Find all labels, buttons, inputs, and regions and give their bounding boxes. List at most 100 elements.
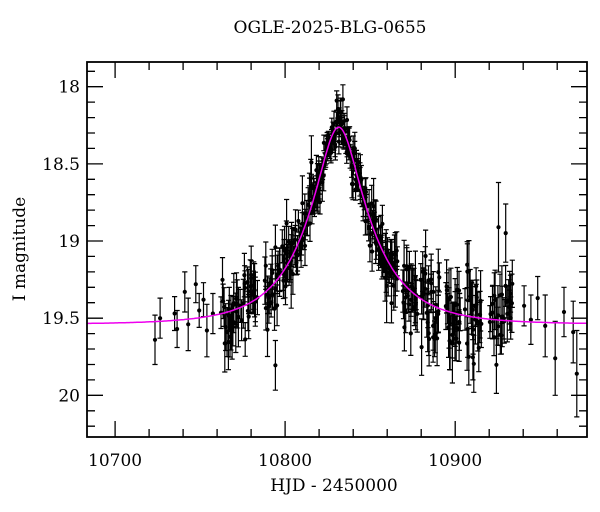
plot-frame	[86, 61, 588, 438]
chart-title: OGLE-2025-BLG-0655	[234, 18, 427, 38]
data-point	[220, 277, 225, 282]
frame-rect	[86, 61, 588, 438]
data-point	[273, 363, 278, 368]
data-point	[490, 301, 495, 306]
data-point	[415, 311, 420, 316]
x-axis-label: HJD - 2450000	[270, 476, 398, 496]
data-point	[448, 294, 453, 300]
data-point	[340, 97, 345, 102]
data-point	[427, 336, 432, 342]
data-point	[344, 117, 350, 123]
data-point	[270, 270, 275, 276]
data-point	[158, 316, 163, 321]
data-point	[152, 337, 158, 342]
data-point	[389, 301, 394, 306]
data-point	[423, 253, 428, 259]
data-point	[408, 331, 413, 336]
data-point	[535, 296, 540, 301]
data-point	[309, 160, 314, 165]
data-point	[296, 218, 301, 224]
data-point	[456, 288, 462, 293]
data-point	[186, 322, 191, 327]
data-point	[496, 225, 501, 230]
data-point	[273, 286, 278, 291]
data-point	[239, 318, 244, 323]
data-point	[291, 240, 296, 245]
data-point	[363, 189, 368, 195]
data-point	[370, 249, 375, 254]
data-point	[252, 288, 257, 293]
data-point	[321, 173, 326, 178]
y-tick-label: 20	[58, 386, 80, 406]
model-curve-group	[87, 126, 588, 325]
data-point	[273, 245, 278, 250]
data-point	[333, 144, 338, 149]
data-point	[347, 137, 352, 143]
data-point	[352, 151, 357, 156]
data-point	[494, 362, 499, 367]
data-point	[172, 311, 177, 316]
data-point	[471, 361, 476, 366]
data-point	[561, 309, 567, 315]
data-point	[528, 317, 534, 322]
data-point	[270, 292, 275, 297]
data-point	[337, 131, 342, 136]
y-axis-label: I magnitude	[10, 197, 30, 301]
axis-ticks	[87, 62, 587, 437]
data-point	[499, 333, 504, 338]
data-point	[510, 281, 515, 286]
x-tick-label: 10900	[428, 451, 482, 471]
data-point	[455, 326, 460, 331]
x-tick-label: 10800	[258, 451, 312, 471]
data-point	[182, 289, 187, 294]
data-point	[503, 231, 508, 236]
data-point	[275, 303, 280, 308]
data-points	[152, 84, 580, 418]
data-point	[300, 201, 305, 206]
data-point	[374, 242, 379, 247]
x-tick-label: 10700	[88, 451, 142, 471]
axis-tick-labels: 10700 10800 10900 18 18.5 19 19.5 20	[42, 78, 482, 471]
y-tick-label: 18.5	[42, 155, 80, 175]
data-point	[302, 243, 308, 248]
data-point	[574, 371, 579, 376]
data-point	[197, 308, 202, 313]
data-point	[277, 267, 282, 272]
data-point	[236, 315, 241, 320]
data-point	[380, 221, 385, 226]
data-point	[553, 356, 558, 361]
data-point	[413, 274, 418, 279]
data-point	[193, 282, 198, 287]
data-point	[204, 328, 209, 333]
data-point	[496, 324, 501, 329]
data-point	[265, 327, 270, 332]
data-point	[373, 217, 379, 222]
data-point	[431, 289, 436, 294]
data-point	[231, 302, 236, 307]
data-point	[395, 259, 400, 264]
data-point	[246, 314, 251, 319]
data-point	[435, 336, 440, 341]
data-point	[406, 302, 412, 307]
data-point	[243, 337, 248, 342]
data-point	[201, 297, 206, 302]
data-point	[280, 244, 285, 249]
y-tick-label: 19.5	[42, 309, 80, 329]
data-point	[419, 345, 424, 350]
y-tick-label: 19	[58, 232, 80, 252]
data-point	[436, 309, 441, 314]
data-point	[437, 275, 442, 280]
data-point	[368, 232, 373, 237]
data-point	[471, 327, 476, 332]
data-point	[462, 307, 468, 312]
data-point	[293, 227, 298, 232]
data-point	[263, 263, 268, 268]
data-point	[466, 354, 471, 359]
data-point	[543, 323, 548, 328]
data-point	[175, 326, 180, 332]
y-tick-label: 18	[58, 78, 80, 98]
data-point	[522, 303, 527, 308]
data-point	[479, 321, 484, 326]
